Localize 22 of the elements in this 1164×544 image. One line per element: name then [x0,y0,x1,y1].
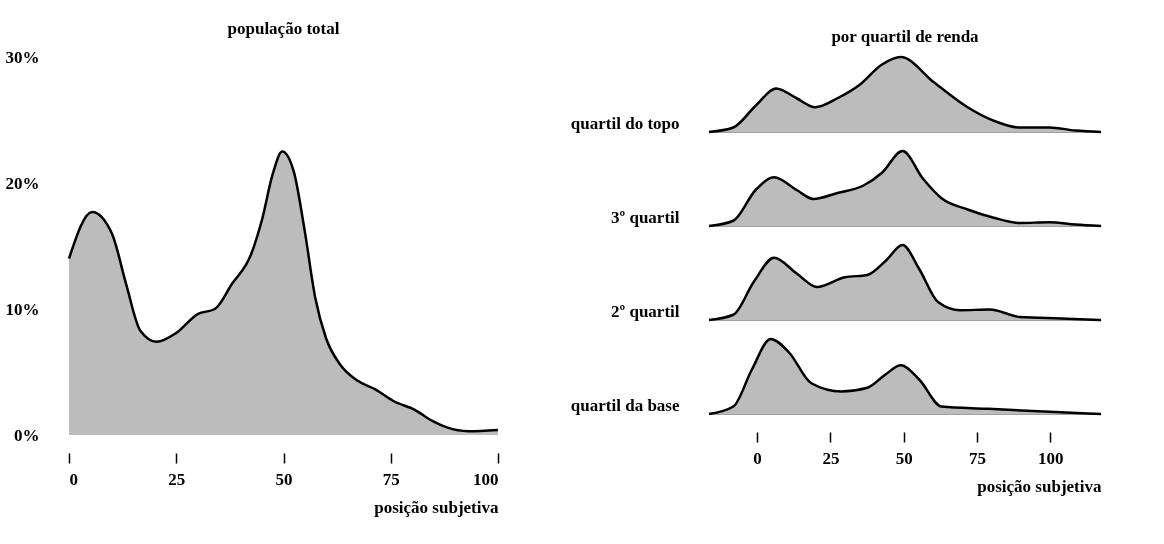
chart-title: população total [227,19,340,38]
y-axis-title: quartil do topo [570,113,680,133]
x-tick-label: 0 [69,469,78,489]
x-tick-label: 75 [382,469,400,489]
y-axis-title: 3º quartil [611,207,680,227]
x-tick-label: 100 [473,469,499,489]
y-axis-title: 2º quartil [611,301,680,321]
x-tick-label: 100 [1038,448,1064,468]
x-tick-label: 0 [753,448,762,468]
x-tick-label: 75 [968,448,986,468]
x-tick-label: 50 [275,469,293,489]
y-tick-label: 20% [5,173,40,193]
y-tick-label: 0% [14,425,40,445]
x-axis-title: posição subjetiva [977,476,1102,496]
chart-title: por quartil de renda [831,26,980,46]
x-tick-label: 25 [168,469,186,489]
x-tick-label: 25 [822,448,840,468]
x-tick-label: 50 [895,448,913,468]
y-tick-label: 30% [5,47,40,67]
y-axis-title: quartil da base [570,395,680,415]
y-tick-label: 10% [5,299,40,319]
x-axis-title: posição subjetiva [374,497,499,517]
